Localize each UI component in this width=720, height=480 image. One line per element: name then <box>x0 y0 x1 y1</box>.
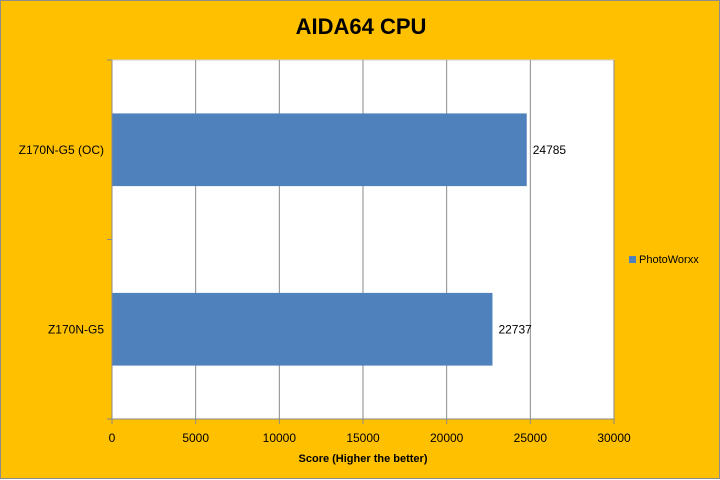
x-tick-label: 10000 <box>263 431 297 445</box>
x-tick-label: 30000 <box>597 431 631 445</box>
x-tick-label: 0 <box>109 431 116 445</box>
category-label: Z170N-G5 <box>48 322 104 336</box>
legend: PhotoWorxx <box>629 254 699 266</box>
data-labels: 24785 22737 <box>498 143 566 337</box>
data-label: 22737 <box>498 322 532 336</box>
x-tick-label: 20000 <box>430 431 464 445</box>
x-tick-label: 5000 <box>182 431 209 445</box>
x-tick-labels: 0 5000 10000 15000 20000 25000 30000 <box>109 431 631 445</box>
bars <box>112 113 527 366</box>
x-axis-label: Score (Higher the better) <box>299 453 428 465</box>
legend-swatch <box>629 256 636 263</box>
legend-entry: PhotoWorxx <box>639 254 699 266</box>
x-tick-label: 25000 <box>514 431 548 445</box>
chart-title: AIDA64 CPU <box>296 14 427 39</box>
category-labels: Z170N-G5 (OC) Z170N-G5 <box>19 143 105 337</box>
bar <box>112 292 493 366</box>
category-label: Z170N-G5 (OC) <box>19 143 104 157</box>
bar <box>112 113 527 187</box>
x-tick-label: 15000 <box>346 431 380 445</box>
data-label: 24785 <box>533 143 567 157</box>
axes <box>107 59 615 424</box>
